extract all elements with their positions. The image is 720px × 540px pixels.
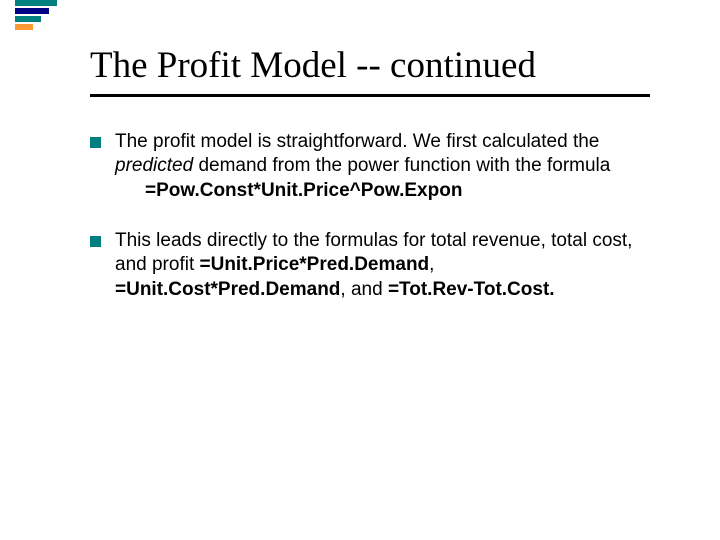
title-container: The Profit Model -- continued: [90, 44, 650, 87]
accent-stripe: [15, 8, 49, 14]
text-run: =Unit.Price*Pred.Demand: [200, 254, 430, 275]
title-underline: [90, 94, 650, 97]
bullet-item: The profit model is straightforward. We …: [90, 130, 650, 203]
formula-text: =Pow.Const*Unit.Price^Pow.Expon: [115, 179, 650, 203]
slide-title: The Profit Model -- continued: [90, 44, 650, 87]
bullet-item: This leads directly to the formulas for …: [90, 229, 650, 302]
accent-stripe: [15, 16, 41, 22]
text-run: predicted: [115, 155, 193, 176]
accent-stripes: [15, 0, 57, 32]
text-run: =Unit.Cost*Pred.Demand: [115, 279, 340, 300]
text-run: , and: [340, 279, 388, 300]
bullet-square-icon: [90, 236, 101, 247]
bullet-text: This leads directly to the formulas for …: [115, 229, 650, 302]
text-run: ,: [429, 254, 434, 275]
bullet-square-icon: [90, 137, 101, 148]
accent-stripe: [15, 24, 33, 30]
accent-stripe: [15, 0, 57, 6]
text-run: =Tot.Rev-Tot.Cost.: [388, 279, 555, 300]
text-run: demand from the power function with the …: [193, 155, 610, 176]
slide: The Profit Model -- continued The profit…: [0, 0, 720, 540]
bullet-text: The profit model is straightforward. We …: [115, 130, 650, 203]
text-run: The profit model is straightforward. We …: [115, 131, 599, 152]
slide-body: The profit model is straightforward. We …: [90, 130, 650, 328]
